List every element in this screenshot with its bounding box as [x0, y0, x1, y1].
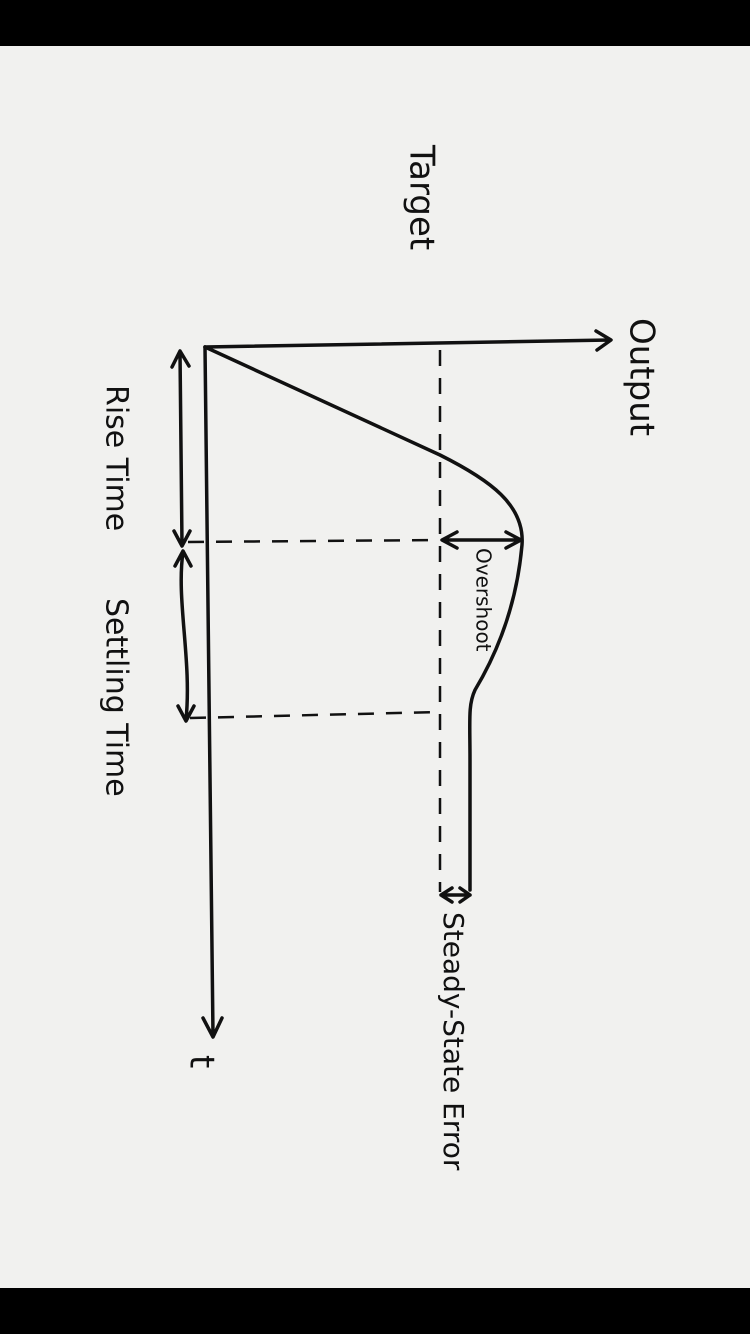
rise-time-arrow [170, 349, 192, 548]
overshoot-arrow [440, 530, 523, 550]
output-axis [203, 329, 613, 352]
response-curve [203, 345, 524, 892]
settling-time-label: Settling Time [99, 598, 134, 797]
rise-time-label: Rise Time [99, 385, 134, 531]
bottom-bar [0, 1288, 750, 1334]
output-label: Output [622, 318, 662, 436]
target-label: Target [402, 144, 442, 250]
time-label: t [182, 1055, 222, 1068]
paper [0, 46, 750, 1288]
settling-time-arrow [173, 549, 196, 723]
steady-state-error-label: Steady-State Error [437, 912, 470, 1171]
time-axis [201, 345, 224, 1039]
top-bar [0, 0, 750, 46]
settling-guide [189, 710, 441, 720]
rise-guide [187, 538, 441, 544]
steady-state-arrow [439, 886, 472, 904]
overshoot-label: Overshoot [472, 548, 496, 652]
